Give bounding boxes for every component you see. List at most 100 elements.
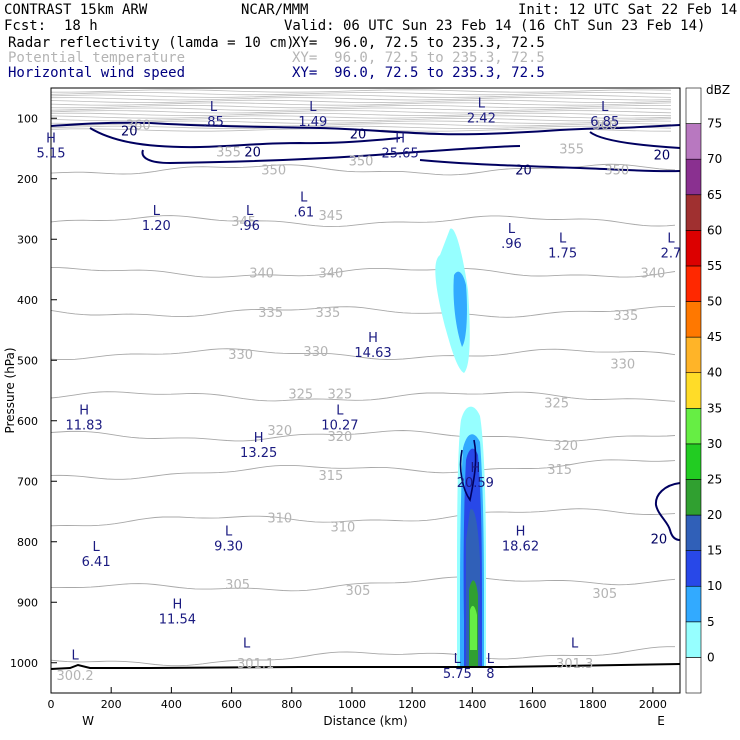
theta-label: 355 bbox=[559, 143, 584, 158]
colorbar-label: 10 bbox=[707, 579, 722, 593]
model-title: CONTRAST 15km ARW bbox=[4, 2, 148, 18]
fcst-value: 18 h bbox=[64, 18, 98, 34]
wind-label: 20 bbox=[651, 533, 668, 548]
theta-contour bbox=[50, 266, 676, 278]
extremum-marker: L bbox=[225, 525, 233, 540]
extremum-marker: L bbox=[478, 96, 486, 111]
theta-label: 345 bbox=[231, 215, 256, 230]
extremum-marker: L bbox=[336, 404, 344, 419]
extremum-value: 9.30 bbox=[214, 540, 243, 555]
theta-contour bbox=[50, 115, 672, 119]
theta-label: 320 bbox=[267, 424, 292, 439]
theta-label: 310 bbox=[267, 512, 292, 527]
y-tick-label: 700 bbox=[17, 475, 38, 488]
y-axis-title: Pressure (hPa) bbox=[3, 347, 17, 433]
x-tick-label: 1000 bbox=[338, 698, 366, 711]
extremum-marker: L bbox=[454, 652, 462, 667]
extremum-value: .96 bbox=[501, 237, 522, 252]
theta-label: 340 bbox=[249, 267, 274, 282]
extremum-marker: H bbox=[46, 131, 56, 146]
y-tick-label: 600 bbox=[17, 415, 38, 428]
theta-label: 325 bbox=[288, 388, 313, 403]
colorbar-swatch bbox=[685, 550, 702, 587]
extremum-marker: H bbox=[368, 331, 378, 346]
theta-contour bbox=[50, 305, 675, 318]
extremum-marker: L bbox=[246, 204, 254, 219]
theta-contour bbox=[50, 117, 672, 122]
east-label: E bbox=[657, 714, 665, 728]
colorbar-swatch bbox=[685, 123, 702, 160]
theta-label: 315 bbox=[547, 463, 572, 478]
x-axis-title: Distance (km) bbox=[323, 714, 407, 728]
theta-contour bbox=[50, 97, 672, 101]
init-time: Init: 12 UTC Sat 22 Feb 14 bbox=[518, 2, 738, 18]
theta-label: 320 bbox=[328, 430, 353, 445]
extremum-marker: L bbox=[153, 204, 161, 219]
theta-label: 335 bbox=[613, 309, 638, 324]
extremum-value: 13.25 bbox=[240, 446, 277, 461]
extremum-marker: H bbox=[79, 404, 89, 419]
theta-label: 360 bbox=[592, 118, 617, 133]
colorbar-swatch bbox=[685, 301, 702, 338]
theta-label: 330 bbox=[303, 345, 328, 360]
extremum-marker: H bbox=[516, 525, 526, 540]
contour-labels: 360 360 355 355 350 350 350 345 345 340 340 340 335 3… bbox=[37, 96, 682, 683]
theta-contour bbox=[50, 94, 672, 98]
colorbar: 0 5 10 15 20 25 30 35 40 45 50 55 60 65 70 75 dBZ bbox=[685, 83, 730, 694]
colorbar-label: 20 bbox=[707, 508, 722, 522]
theta-contour bbox=[50, 112, 672, 117]
plot-frame bbox=[50, 87, 681, 694]
theta-contour bbox=[50, 102, 672, 106]
colorbar-label: 25 bbox=[707, 472, 722, 486]
extremum-value: 20.59 bbox=[457, 476, 494, 491]
wind-label: 20 bbox=[654, 149, 671, 164]
theta-label: 315 bbox=[318, 469, 343, 484]
theta-label: 325 bbox=[544, 397, 569, 412]
theta-contour bbox=[51, 576, 676, 592]
y-tick-label: 1000 bbox=[10, 657, 38, 670]
theta-label: 345 bbox=[318, 209, 343, 224]
theta-label: 335 bbox=[315, 306, 340, 321]
theta-contour bbox=[50, 110, 672, 114]
axes: 0 200 400 600 800 1000 1200 1400 1600 1800 2000 100… bbox=[3, 112, 667, 728]
colorbar-swatch bbox=[685, 407, 702, 445]
field-xy-reflectivity: XY= 96.0, 72.5 to 235.3, 72.5 bbox=[292, 35, 545, 51]
field-name-wind: Horizontal wind speed bbox=[8, 65, 186, 81]
colorbar-label: 5 bbox=[707, 615, 715, 629]
extremum-value: .61 bbox=[293, 206, 314, 221]
colorbar-label: 40 bbox=[707, 366, 722, 380]
theta-label: 305 bbox=[592, 587, 617, 602]
theta-label: 350 bbox=[604, 164, 629, 179]
y-tick-label: 900 bbox=[17, 596, 38, 609]
extremum-value: 2.7 bbox=[661, 246, 682, 261]
theta-contour bbox=[50, 391, 676, 402]
theta-label: 320 bbox=[553, 439, 578, 454]
theta-contour bbox=[50, 104, 672, 109]
theta-label: 310 bbox=[331, 521, 356, 536]
wind-label: 20 bbox=[244, 146, 261, 161]
extremum-marker: L bbox=[667, 231, 675, 246]
x-tick-label: 1800 bbox=[579, 698, 607, 711]
extremum-marker: L bbox=[210, 100, 218, 115]
y-tick-label: 100 bbox=[17, 112, 38, 125]
extremum-value: 5.15 bbox=[37, 146, 66, 161]
theta-label: 301.3 bbox=[556, 657, 593, 672]
field-name-reflectivity: Radar reflectivity (lamda = 10 cm) bbox=[8, 35, 295, 51]
colorbar-label: 70 bbox=[707, 152, 722, 166]
colorbar-label: 60 bbox=[707, 223, 722, 237]
extremum-marker: L bbox=[601, 100, 609, 115]
field-name-theta: Potential temperature bbox=[8, 50, 186, 66]
colorbar-label: 15 bbox=[707, 544, 722, 558]
theta-label: 355 bbox=[216, 146, 241, 161]
extremum-marker: H bbox=[254, 431, 264, 446]
colorbar-swatch bbox=[685, 372, 702, 409]
field-xy-wind: XY= 96.0, 72.5 to 235.3, 72.5 bbox=[292, 65, 545, 81]
extremum-value: 5.75 bbox=[443, 667, 472, 682]
extremum-value: 1.49 bbox=[298, 115, 327, 130]
wind-label: 20 bbox=[515, 164, 532, 179]
x-tick-label: 1400 bbox=[458, 698, 486, 711]
extremum-value: .96 bbox=[239, 219, 260, 234]
theta-label: 335 bbox=[258, 306, 283, 321]
extremum-marker: L bbox=[559, 231, 567, 246]
colorbar-swatch bbox=[685, 621, 702, 658]
